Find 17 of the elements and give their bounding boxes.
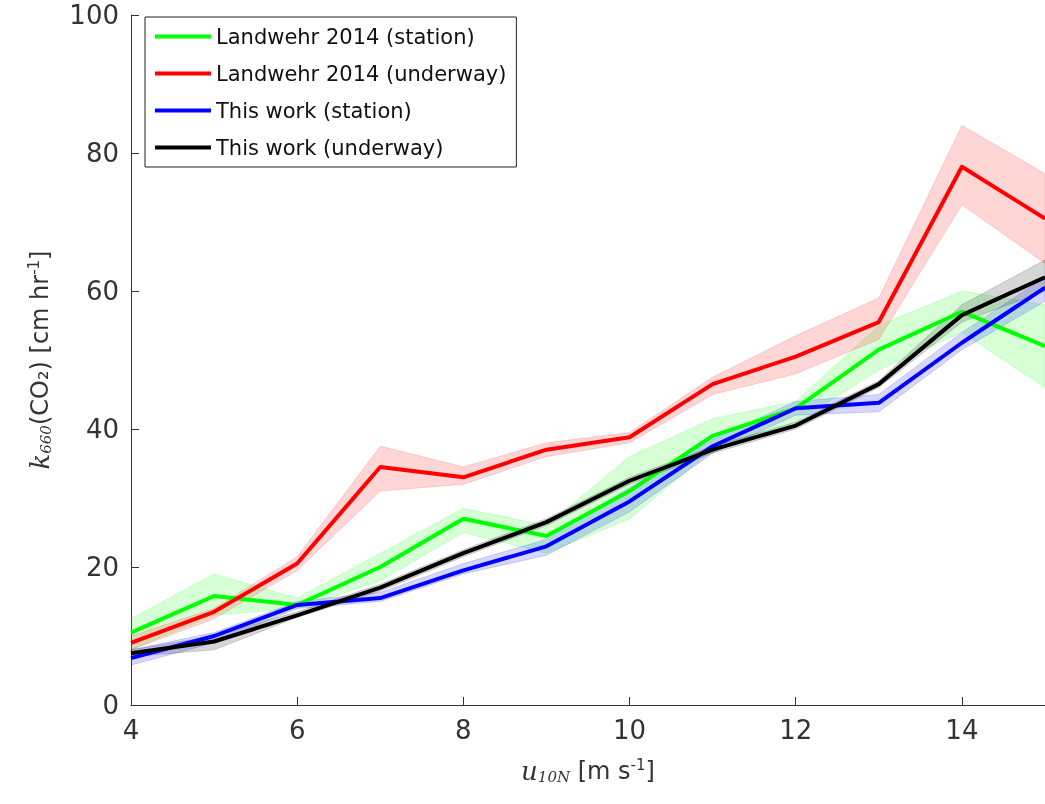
- x-tick-label: 8: [455, 715, 472, 745]
- legend-label: Landwehr 2014 (station): [216, 24, 475, 49]
- y-tick-label: 40: [85, 414, 119, 444]
- x-tick-label: 14: [945, 715, 979, 745]
- legend-label: This work (underway): [215, 135, 444, 160]
- y-tick-label: 20: [85, 552, 119, 582]
- y-tick-label: 0: [102, 690, 119, 720]
- x-tick-label: 4: [122, 715, 140, 745]
- y-tick-label: 60: [85, 276, 119, 306]
- x-tick-label: 10: [613, 715, 647, 745]
- legend-label: This work (station): [215, 98, 412, 123]
- legend-label: Landwehr 2014 (underway): [216, 61, 507, 86]
- x-tick-label: 12: [779, 715, 813, 745]
- x-tick-label: 6: [288, 715, 306, 745]
- y-axis-title: k660(CO₂) [cm hr-1]: [24, 250, 55, 470]
- y-tick-label: 100: [69, 0, 119, 30]
- y-tick-label: 80: [85, 138, 119, 168]
